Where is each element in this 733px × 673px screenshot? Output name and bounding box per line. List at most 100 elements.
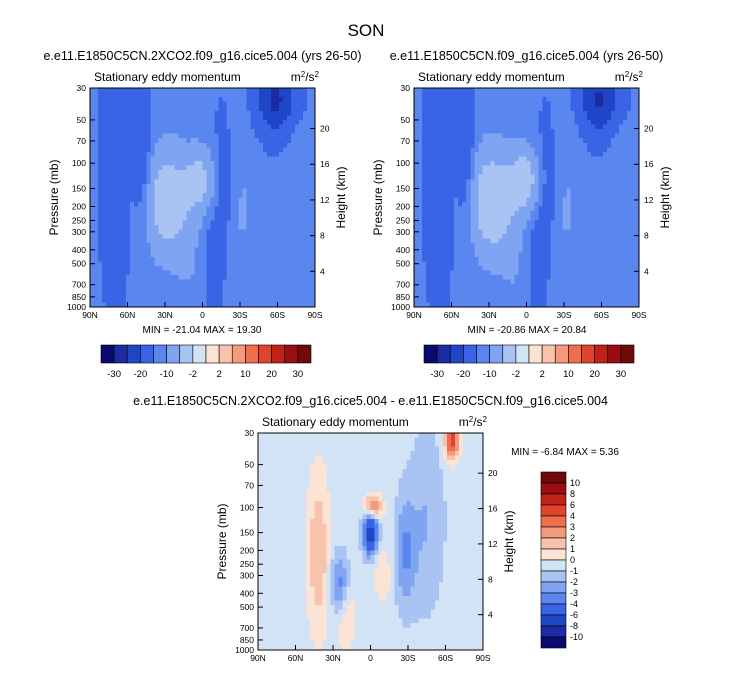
field-cell — [174, 202, 179, 208]
field-cell — [454, 138, 459, 144]
field-cell — [586, 119, 592, 126]
field-cell — [594, 179, 600, 185]
field-cell — [234, 133, 240, 139]
field-cell — [186, 220, 192, 226]
field-cell — [534, 234, 540, 240]
field-cell — [98, 265, 103, 272]
field-cell — [450, 206, 455, 212]
field-cell — [194, 261, 200, 267]
field-cell — [154, 284, 159, 290]
field-cell — [622, 265, 628, 272]
field-cell — [110, 165, 115, 171]
field-cell — [230, 284, 236, 290]
field-cell — [538, 174, 544, 180]
field-cell — [170, 256, 175, 262]
field-cell — [110, 170, 115, 176]
field-cell — [530, 179, 536, 185]
field-cell — [502, 234, 508, 240]
field-cell — [206, 115, 212, 121]
field-cell — [226, 138, 232, 144]
field-cell — [186, 147, 192, 153]
field-cell — [98, 202, 103, 208]
field-cell — [122, 224, 127, 231]
field-cell — [202, 110, 208, 116]
field-cell — [98, 151, 103, 158]
field-cell — [626, 92, 632, 98]
field-cell — [442, 238, 447, 244]
field-cell — [138, 92, 143, 98]
field-cell — [258, 156, 264, 162]
field-cell — [474, 88, 479, 94]
field-cell — [514, 192, 520, 199]
field-cell — [274, 284, 280, 290]
field-cell — [218, 147, 224, 153]
field-cell — [182, 293, 188, 299]
field-cell — [158, 92, 163, 98]
field-cell — [110, 279, 115, 285]
field-cell — [622, 179, 628, 185]
field-cell — [578, 183, 584, 189]
field-cell — [634, 211, 640, 217]
field-cell — [110, 238, 115, 244]
field-cell — [230, 270, 236, 276]
field-cell — [110, 88, 115, 94]
field-cell — [134, 297, 139, 304]
field-cell — [526, 202, 532, 208]
field-cell — [234, 211, 240, 217]
field-cell — [290, 92, 296, 98]
field-cell — [450, 256, 455, 262]
field-cell — [94, 261, 99, 267]
field-cell — [262, 211, 268, 217]
field-cell — [170, 161, 175, 167]
field-cell — [470, 252, 475, 258]
field-cell — [210, 188, 216, 194]
field-cell — [278, 252, 284, 258]
field-cell — [286, 133, 292, 139]
field-cell — [526, 215, 532, 221]
field-cell — [602, 88, 608, 94]
field-cell — [286, 293, 292, 299]
field-cell — [254, 151, 260, 158]
field-cell — [550, 92, 556, 98]
field-cell — [98, 188, 103, 194]
field-cell — [166, 174, 171, 180]
field-cell — [474, 97, 479, 103]
field-cell — [194, 156, 200, 162]
field-cell — [522, 106, 528, 112]
field-cell — [206, 101, 212, 107]
field-cell — [114, 238, 119, 244]
field-cell — [546, 261, 552, 267]
field-cell — [130, 133, 135, 139]
field-cell — [450, 151, 455, 158]
field-cell — [610, 170, 616, 176]
field-cell — [566, 192, 572, 199]
field-cell — [194, 119, 200, 126]
field-cell — [542, 97, 548, 103]
field-cell — [234, 142, 240, 148]
field-cell — [474, 170, 479, 176]
field-cell — [238, 293, 244, 299]
field-cell — [234, 179, 240, 185]
field-cell — [522, 211, 528, 217]
field-cell — [146, 174, 151, 180]
field-cell — [282, 165, 288, 171]
field-cell — [234, 256, 240, 262]
field-cell — [190, 265, 196, 272]
field-cell — [634, 234, 640, 240]
field-cell — [430, 224, 435, 231]
field-cell — [234, 151, 240, 158]
field-cell — [518, 119, 524, 126]
field-cell — [566, 151, 572, 158]
field-cell — [170, 192, 175, 199]
field-cell — [246, 206, 252, 212]
field-cell — [558, 247, 564, 253]
field-cell — [170, 297, 175, 304]
field-cell — [470, 124, 475, 130]
field-cell — [158, 256, 163, 262]
field-cell — [426, 261, 431, 267]
field-cell — [118, 147, 123, 153]
field-cell — [526, 183, 532, 189]
field-cell — [422, 97, 427, 103]
field-cell — [286, 106, 292, 112]
field-cell — [414, 211, 419, 217]
